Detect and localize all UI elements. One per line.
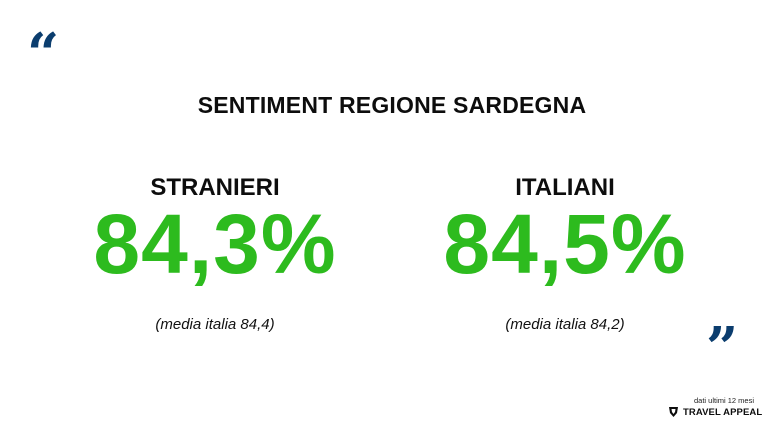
stat-value: 84,3% [93, 197, 337, 291]
data-period-note: dati ultimi 12 mesi [694, 396, 755, 405]
open-quote-icon: “ [27, 21, 60, 87]
stat-note: (media italia 84,2) [505, 316, 625, 333]
stat-label: STRANIERI [150, 174, 280, 201]
stat-note: (media italia 84,4) [155, 316, 275, 333]
travel-appeal-logo-icon [669, 407, 678, 417]
close-quote-icon: ” [706, 315, 739, 381]
brand-logo: TRAVEL APPEAL [668, 406, 762, 418]
page-title: SENTIMENT REGIONE SARDEGNA [197, 92, 587, 118]
brand-name: TRAVEL APPEAL [683, 406, 763, 418]
stat-label: ITALIANI [515, 174, 615, 201]
stat-value: 84,5% [443, 197, 687, 291]
